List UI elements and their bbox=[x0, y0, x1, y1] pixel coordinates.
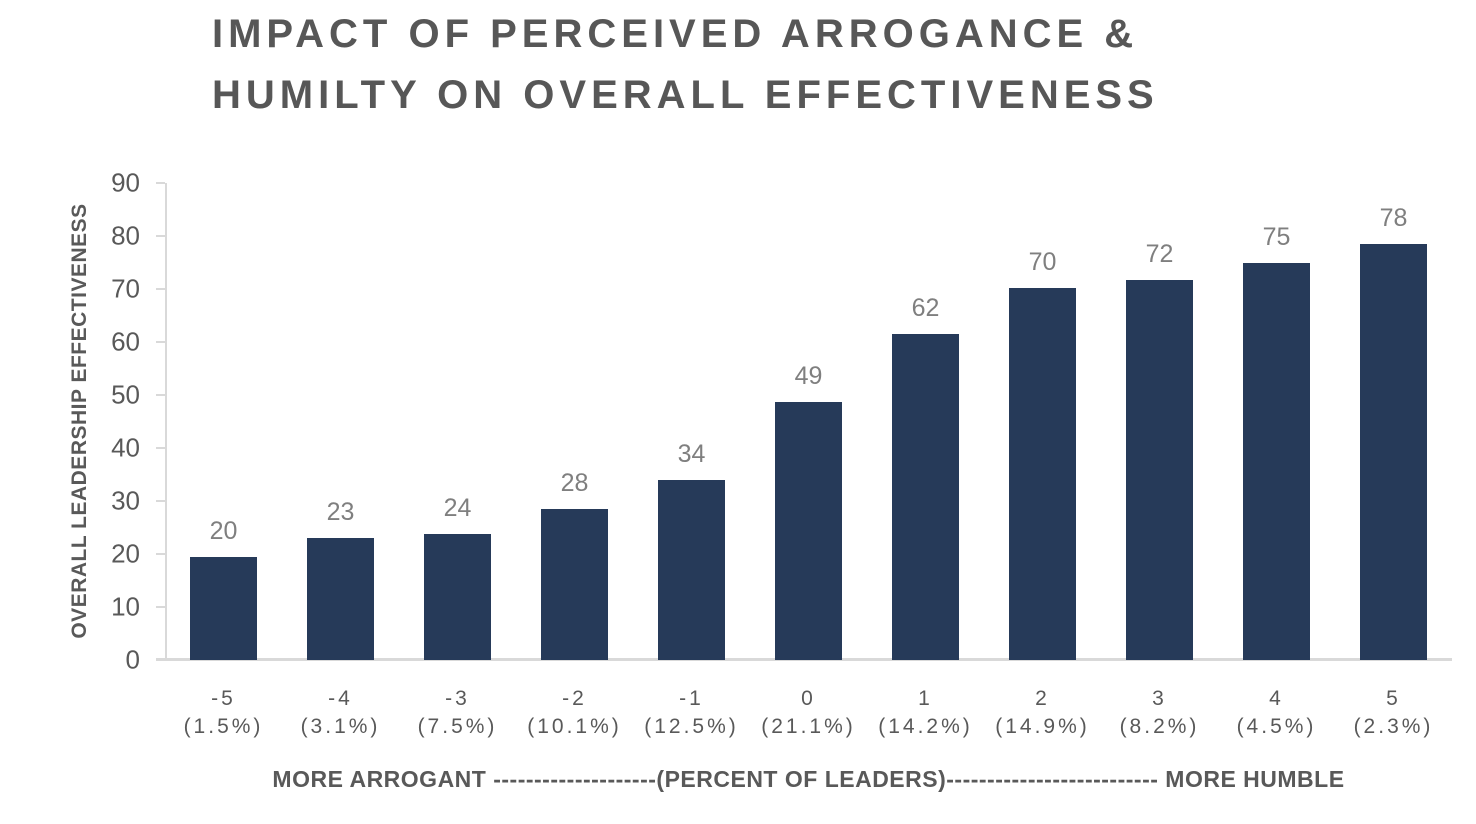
y-tick-mark bbox=[156, 288, 165, 290]
y-tick-mark bbox=[156, 659, 165, 661]
y-tick-label: 40 bbox=[111, 432, 140, 463]
x-tick-label: 4 (4.5%) bbox=[1207, 685, 1347, 741]
x-tick-percent: (4.5%) bbox=[1236, 715, 1317, 738]
x-tick-percent: (10.1%) bbox=[527, 715, 622, 738]
x-tick-percent: (14.2%) bbox=[878, 715, 973, 738]
bar-value-label: 49 bbox=[794, 362, 823, 391]
x-tick-percent: (3.1%) bbox=[300, 715, 381, 738]
y-tick-label: 60 bbox=[111, 326, 140, 357]
bar--3 bbox=[424, 534, 491, 660]
x-tick-percent: (12.5%) bbox=[644, 715, 739, 738]
y-axis-title: OVERALL LEADERSHIP EFFECTIVENESS bbox=[68, 203, 91, 639]
x-tick-category: -1 bbox=[679, 687, 704, 710]
x-tick-label: 1 (14.2%) bbox=[856, 685, 996, 741]
y-tick-mark bbox=[156, 553, 165, 555]
bar-value-label: 20 bbox=[209, 516, 238, 545]
x-tick-percent: (1.5%) bbox=[183, 715, 264, 738]
bar--5 bbox=[190, 556, 257, 660]
x-tick-category: -5 bbox=[211, 687, 236, 710]
x-tick-percent: (21.1%) bbox=[761, 715, 856, 738]
x-tick-label: 0 (21.1%) bbox=[739, 685, 879, 741]
chart-title-line1: IMPACT OF PERCEIVED ARROGANCE & bbox=[212, 12, 1139, 56]
x-tick-percent: (14.9%) bbox=[995, 715, 1090, 738]
y-tick-label: 0 bbox=[125, 644, 140, 675]
bar-value-label: 28 bbox=[560, 469, 589, 498]
y-tick-mark bbox=[156, 394, 165, 396]
y-tick-mark bbox=[156, 500, 165, 502]
bar-value-label: 70 bbox=[1028, 248, 1057, 277]
x-tick-category: 0 bbox=[801, 687, 816, 710]
bar-1 bbox=[892, 334, 959, 660]
chart-title: IMPACT OF PERCEIVED ARROGANCE & HUMILTY O… bbox=[212, 4, 1159, 126]
x-tick-category: 2 bbox=[1035, 687, 1050, 710]
bar-value-label: 24 bbox=[443, 494, 472, 523]
y-tick-label: 50 bbox=[111, 379, 140, 410]
x-tick-label: 2 (14.9%) bbox=[973, 685, 1113, 741]
x-tick-category: -2 bbox=[562, 687, 587, 710]
y-tick-label: 90 bbox=[111, 167, 140, 198]
bar--4 bbox=[307, 537, 374, 660]
y-tick-mark bbox=[156, 606, 165, 608]
x-tick-category: -3 bbox=[445, 687, 470, 710]
y-tick-label: 80 bbox=[111, 220, 140, 251]
bar--1 bbox=[658, 479, 725, 660]
y-tick-label: 70 bbox=[111, 273, 140, 304]
x-tick-label: 3 (8.2%) bbox=[1090, 685, 1230, 741]
bar--2 bbox=[541, 509, 608, 660]
plot-area: 0 10 20 30 40 50 60 70 80 90 20 -5 (1.5%) 23 -4 (3.1%) 2… bbox=[111, 168, 1452, 739]
bar-2 bbox=[1009, 288, 1076, 660]
x-tick-label: 5 (2.3%) bbox=[1324, 685, 1464, 741]
x-tick-category: -4 bbox=[328, 687, 353, 710]
x-tick-category: 4 bbox=[1269, 687, 1284, 710]
bar-value-label: 23 bbox=[326, 497, 355, 526]
y-tick-label: 10 bbox=[111, 591, 140, 622]
bar-0 bbox=[775, 402, 842, 660]
y-tick-label: 30 bbox=[111, 485, 140, 516]
y-axis-line bbox=[165, 183, 167, 660]
bar-value-label: 72 bbox=[1145, 239, 1174, 268]
bar-value-label: 78 bbox=[1379, 204, 1408, 233]
y-tick-mark bbox=[156, 341, 165, 343]
bar-value-label: 62 bbox=[911, 294, 940, 323]
x-tick-label: -4 (3.1%) bbox=[271, 685, 411, 741]
y-tick-mark bbox=[156, 447, 165, 449]
x-tick-category: 5 bbox=[1386, 687, 1401, 710]
x-tick-label: -5 (1.5%) bbox=[154, 685, 294, 741]
x-tick-percent: (7.5%) bbox=[417, 715, 498, 738]
x-tick-percent: (8.2%) bbox=[1119, 715, 1200, 738]
y-tick-label: 20 bbox=[111, 538, 140, 569]
x-tick-percent: (2.3%) bbox=[1353, 715, 1434, 738]
x-tick-label: -3 (7.5%) bbox=[388, 685, 528, 741]
y-tick-mark bbox=[156, 182, 165, 184]
bar-value-label: 75 bbox=[1262, 223, 1291, 252]
bar-5 bbox=[1360, 244, 1427, 660]
x-tick-label: -2 (10.1%) bbox=[505, 685, 645, 741]
x-tick-label: -1 (12.5%) bbox=[622, 685, 762, 741]
y-tick-mark bbox=[156, 235, 165, 237]
bar-3 bbox=[1126, 280, 1193, 660]
chart-title-line2: HUMILTY ON OVERALL EFFECTIVENESS bbox=[212, 73, 1159, 117]
bar-value-label: 34 bbox=[677, 439, 706, 468]
x-axis-caption: MORE ARROGANT --------------------(PERCE… bbox=[272, 766, 1345, 792]
x-tick-category: 1 bbox=[918, 687, 933, 710]
x-tick-category: 3 bbox=[1152, 687, 1167, 710]
bar-4 bbox=[1243, 263, 1310, 660]
